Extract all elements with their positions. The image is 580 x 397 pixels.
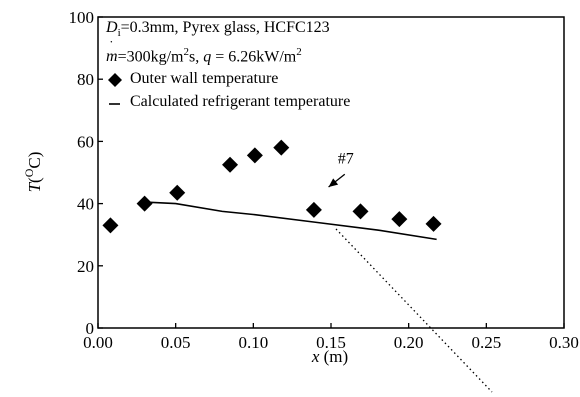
legend-label: Outer wall temperature <box>130 70 279 87</box>
x-tick-label: 0.30 <box>549 333 579 352</box>
diamond-point <box>246 147 263 164</box>
y-tick-label: 0 <box>86 319 95 338</box>
legend-label: Calculated refrigerant temperature <box>130 93 351 110</box>
diamond-point <box>222 156 239 173</box>
legend-item: Outer wall temperature <box>108 70 278 88</box>
refrigerant-temperature-line <box>144 201 437 241</box>
diamond-point <box>169 184 186 201</box>
axes: 0.00 0.05 0.10 0.15 0.20 0.25 0.30 0 20 40 60 80 100… <box>22 8 579 366</box>
y-tick-label: 40 <box>77 195 94 214</box>
y-axis-label: T(OC) <box>22 152 44 193</box>
marks: #7 <box>102 139 442 241</box>
annotation-arrowhead <box>328 178 339 188</box>
title-line-2: m ˙ =300kg/m2s, q = 6.26kW/m2 <box>106 39 302 66</box>
legend-item: Calculated refrigerant temperature <box>108 93 350 111</box>
diamond-point <box>136 195 153 212</box>
legend-diamond-symbol <box>108 73 122 87</box>
x-tick-label: 0.20 <box>394 333 424 352</box>
x-tick-label: 0.15 <box>316 333 346 352</box>
y-tick-label: 60 <box>77 132 94 151</box>
y-tick-label: 80 <box>77 70 94 89</box>
diamond-point <box>102 217 119 234</box>
diamond-point <box>425 215 442 232</box>
annotation-label: #7 <box>338 150 354 167</box>
y-tick-label: 100 <box>69 8 95 27</box>
x-axis-label: x (m) <box>311 347 348 366</box>
diamond-point <box>391 211 408 228</box>
x-tick-label: 0.05 <box>161 333 191 352</box>
callout-dotted-line <box>335 228 493 393</box>
x-tick-label: 0.10 <box>238 333 268 352</box>
diamond-point <box>305 201 322 218</box>
y-tick-label: 20 <box>77 257 94 276</box>
x-tick-label: 0.00 <box>83 333 113 352</box>
legend-line-symbol <box>109 103 120 105</box>
diamond-point <box>273 139 290 156</box>
diamond-point <box>352 203 369 220</box>
title-line-1: Di=0.3mm, Pyrex glass, HCFC123 <box>106 19 330 40</box>
x-tick-label: 0.25 <box>471 333 501 352</box>
